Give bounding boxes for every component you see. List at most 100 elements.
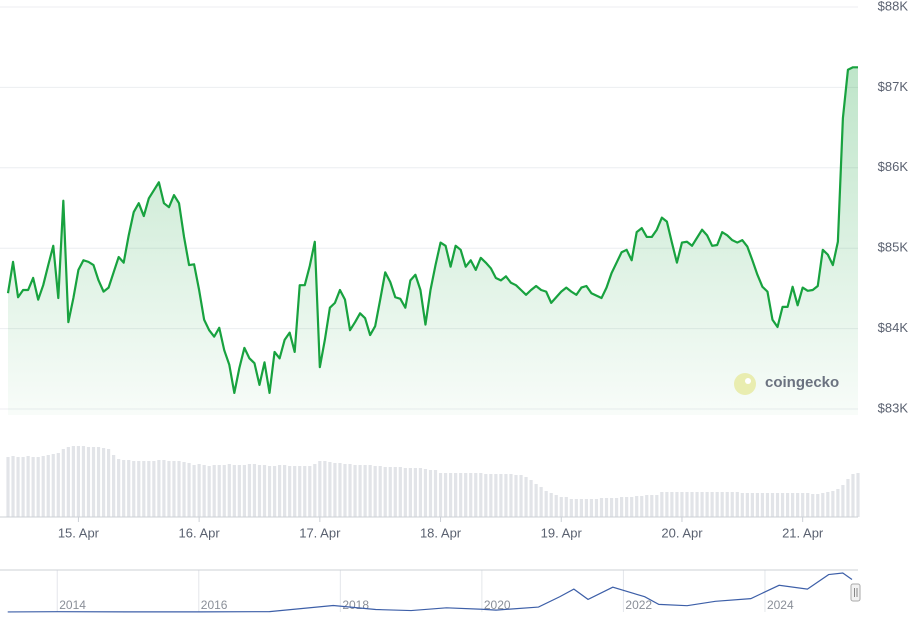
volume-bar <box>142 461 146 517</box>
volume-bar <box>408 468 412 517</box>
volume-bar <box>665 492 669 517</box>
volume-bar <box>705 492 709 517</box>
volume-bar <box>765 493 770 517</box>
volume-bar <box>614 498 619 517</box>
volume-bar <box>353 465 357 517</box>
volume-bar <box>670 492 674 517</box>
volume-bar <box>358 465 362 517</box>
volume-bar <box>750 493 754 517</box>
volume-bar <box>443 473 448 517</box>
volume-bar <box>222 465 226 517</box>
volume-bar <box>851 474 855 517</box>
volume-bar <box>66 447 70 517</box>
volume-bar <box>288 466 292 517</box>
volume-bar <box>710 492 714 517</box>
navigator-handle-box[interactable] <box>850 583 861 602</box>
volume-bar <box>539 487 543 517</box>
volume-bar <box>338 463 342 517</box>
volume-bar <box>680 492 684 517</box>
volume-bar <box>479 473 483 517</box>
navigator-handle[interactable] <box>850 583 861 602</box>
volume-bar <box>755 493 760 517</box>
volume-bar <box>645 495 649 517</box>
volume-bar <box>41 456 45 517</box>
volume-bar <box>469 473 473 517</box>
volume-bar <box>529 480 533 517</box>
volume-bar <box>272 466 277 517</box>
y-tick-label: $88K <box>878 0 909 13</box>
volume-bar <box>630 497 634 517</box>
volume-bar <box>157 460 161 517</box>
watermark-logo-eye <box>745 378 751 384</box>
volume-bar <box>86 447 91 517</box>
y-tick-label: $83K <box>878 400 909 415</box>
volume-bar <box>609 498 614 517</box>
volume-bar <box>393 467 397 517</box>
volume-bar <box>308 466 312 517</box>
volume-bar <box>303 466 307 517</box>
volume-bar <box>509 474 513 517</box>
volume-bar <box>454 473 458 517</box>
volume-bar <box>433 470 438 517</box>
volume-bar <box>318 461 322 517</box>
volume-bar <box>730 492 734 517</box>
x-tick-label: 16. Apr <box>179 525 221 540</box>
volume-bar <box>856 473 860 517</box>
volume-bar <box>277 465 282 517</box>
volume-bar <box>31 457 35 517</box>
volume-bar <box>237 465 241 517</box>
volume-bar <box>685 492 689 517</box>
volume-bar <box>383 467 387 517</box>
volume-bar <box>559 497 563 517</box>
volume-bar <box>449 473 453 517</box>
volume-bar <box>640 496 644 517</box>
x-tick-label: 18. Apr <box>420 525 462 540</box>
volume-bar <box>56 453 60 517</box>
volume-bar <box>554 495 558 517</box>
volume-bar <box>599 498 604 517</box>
volume-bar <box>106 449 111 517</box>
volume-bar <box>363 465 367 517</box>
volume-bar <box>217 465 221 517</box>
volume-bar <box>579 499 583 517</box>
volume-bar <box>785 493 790 517</box>
volume-bar <box>423 469 428 517</box>
volume-bar <box>796 493 800 517</box>
volume-bar <box>247 464 252 517</box>
volume-bar <box>620 497 624 517</box>
volume-bar <box>745 493 749 517</box>
volume-bar <box>413 468 417 517</box>
volume-bar <box>6 457 10 517</box>
navigator-tick-label: 2020 <box>484 598 511 612</box>
volume-bar <box>760 493 765 517</box>
volume-bar <box>484 474 488 517</box>
volume-bar <box>534 484 538 517</box>
volume-bar <box>690 492 694 517</box>
y-tick-label: $84K <box>878 320 909 335</box>
volume-bar <box>811 494 815 517</box>
volume-bar <box>725 492 729 517</box>
volume-bar <box>635 496 639 517</box>
volume-bar <box>474 473 478 517</box>
volume-bar <box>675 492 679 517</box>
volume-bars <box>6 446 860 517</box>
navigator: 2014 2016 2018 2020 2022 2024 <box>7 570 853 613</box>
volume-bar <box>76 446 81 517</box>
volume-bar <box>504 474 508 517</box>
volume-bar <box>428 470 433 517</box>
volume-bar <box>826 492 830 517</box>
volume-bar <box>841 485 845 517</box>
volume-bar <box>283 465 287 517</box>
volume-bar <box>61 449 65 517</box>
volume-bar <box>122 460 126 517</box>
volume-bar <box>418 468 423 517</box>
volume-bar <box>293 466 297 517</box>
volume-bar <box>589 499 594 517</box>
volume-bar <box>574 499 578 517</box>
volume-bar <box>96 447 101 517</box>
volume-bar <box>569 499 573 517</box>
x-tick-label: 19. Apr <box>541 525 583 540</box>
volume-bar <box>192 465 196 517</box>
watermark-logo <box>734 373 756 395</box>
